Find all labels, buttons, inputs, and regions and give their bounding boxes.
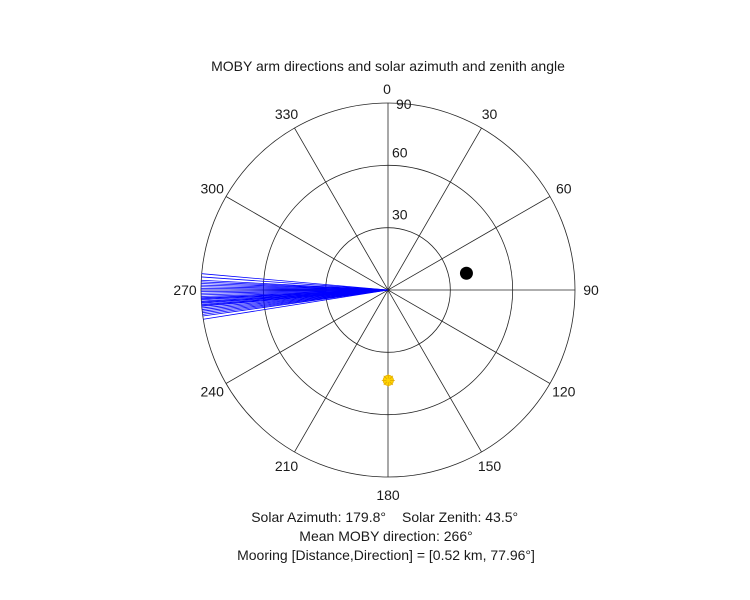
angular-tick-labels: 0 30 60 90 120 150 180 210 240 270 300 330 [173,81,599,503]
moby-arm-lines [201,273,389,320]
mooring-info-text: Mooring [Distance,Direction] = [0.52 km,… [237,547,535,563]
caption-block: Solar Azimuth: 179.8° Solar Zenith: 43.5… [237,509,535,563]
sun-ray [389,375,394,380]
sun-ray [383,381,388,386]
radial-tick-labels: 30 60 90 [392,96,412,223]
sun-ray [383,375,388,380]
angle-tick-0: 0 [383,81,391,97]
plot-markers [381,266,473,387]
mooring-marker [459,266,473,280]
angle-tick-150: 150 [478,458,502,474]
solar-zenith-text: Solar Zenith: 43.5° [402,509,518,525]
angle-tick-240: 240 [201,384,225,400]
angle-tick-30: 30 [482,106,498,122]
radial-tick-30: 30 [392,207,408,223]
chart-title: MOBY arm directions and solar azimuth an… [211,58,565,74]
angle-tick-120: 120 [552,384,576,400]
moby-arm-line [201,273,389,291]
radial-tick-60: 60 [392,144,408,160]
moby-arm-line [203,289,389,320]
solar-azimuth-text: Solar Azimuth: 179.8° [251,509,386,525]
angle-tick-60: 60 [556,181,572,197]
angle-tick-90: 90 [583,282,599,298]
sun-ray [389,381,394,386]
angle-tick-210: 210 [275,458,299,474]
angle-tick-180: 180 [376,487,400,503]
radial-tick-90: 90 [396,96,412,112]
angle-tick-300: 300 [201,181,225,197]
angle-tick-330: 330 [275,106,299,122]
moby-arm-line [201,279,389,291]
mean-moby-direction-text: Mean MOBY direction: 266° [299,528,472,544]
moby-arm-line [201,276,389,291]
angle-tick-270: 270 [173,282,197,298]
